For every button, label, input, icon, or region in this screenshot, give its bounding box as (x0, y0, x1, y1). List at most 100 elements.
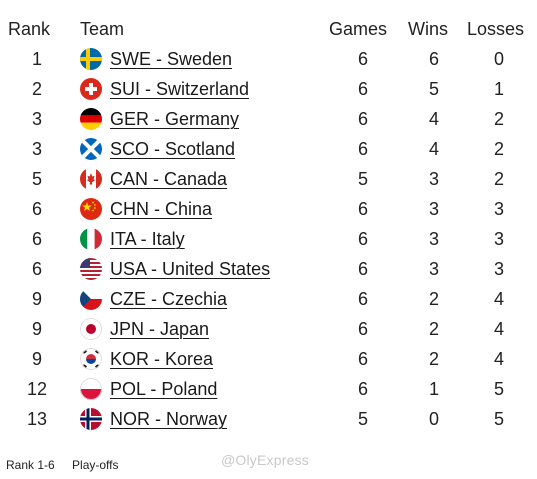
rank-cell: 9 (31, 289, 42, 309)
korea-flag-icon (80, 348, 102, 370)
games-cell: 6 (357, 379, 368, 399)
losses-cell: 4 (493, 349, 504, 369)
table-row: 1 SWE - Sweden 6 6 0 (0, 44, 537, 74)
wins-cell: 2 (428, 319, 439, 339)
rank-cell: 3 (31, 139, 42, 159)
czechia-flag-icon (80, 288, 102, 310)
table-row: 9 CZE - Czechia 6 2 4 (0, 284, 537, 314)
header-wins: Wins (408, 19, 448, 39)
table-row: 6 USA - United States 6 3 3 (0, 254, 537, 284)
table-row: 3 GER - Germany 6 4 2 (0, 104, 537, 134)
team-link[interactable]: CZE - Czechia (110, 289, 228, 309)
team-link[interactable]: NOR - Norway (110, 409, 228, 429)
switzerland-flag-icon (80, 78, 102, 100)
games-cell: 6 (357, 319, 368, 339)
wins-cell: 0 (428, 409, 439, 429)
watermark: @OlyExpress (221, 452, 309, 468)
losses-cell: 3 (493, 229, 504, 249)
losses-cell: 2 (493, 169, 504, 189)
losses-cell: 4 (493, 319, 504, 339)
games-cell: 6 (357, 349, 368, 369)
japan-flag-icon (80, 318, 102, 340)
losses-cell: 0 (493, 49, 504, 69)
wins-cell: 4 (428, 109, 439, 129)
table-row: 3 SCO - Scotland 6 4 2 (0, 134, 537, 164)
games-cell: 6 (357, 139, 368, 159)
header-losses: Losses (467, 19, 525, 39)
team-link[interactable]: CAN - Canada (110, 169, 228, 189)
rank-cell: 6 (31, 199, 42, 219)
rank-cell: 6 (31, 259, 42, 279)
table-row: 13 NOR - Norway 5 0 5 (0, 404, 537, 434)
team-link[interactable]: GER - Germany (110, 109, 240, 129)
china-flag-icon (80, 198, 102, 220)
sweden-flag-icon (80, 48, 102, 70)
wins-cell: 3 (428, 259, 439, 279)
wins-cell: 4 (428, 139, 439, 159)
poland-flag-icon (80, 378, 102, 400)
wins-cell: 3 (428, 199, 439, 219)
table-header: Rank Team Games Wins Losses (0, 14, 537, 44)
losses-cell: 2 (493, 109, 504, 129)
norway-flag-icon (80, 408, 102, 430)
wins-cell: 3 (428, 229, 439, 249)
legend-rank-range: Rank 1-6 (6, 458, 55, 472)
legend-footer: Rank 1-6 Play-offs (6, 458, 133, 472)
rank-cell: 2 (31, 79, 42, 99)
games-cell: 6 (357, 229, 368, 249)
games-cell: 6 (357, 259, 368, 279)
rank-cell: 3 (31, 109, 42, 129)
table-row: 9 JPN - Japan 6 2 4 (0, 314, 537, 344)
header-team: Team (80, 19, 125, 39)
rank-cell: 12 (26, 379, 48, 399)
team-link[interactable]: KOR - Korea (110, 349, 214, 369)
usa-flag-icon (80, 258, 102, 280)
italy-flag-icon (80, 228, 102, 250)
scotland-flag-icon (80, 138, 102, 160)
standings-table: Rank Team Games Wins Losses 1 SWE - Swed… (0, 14, 537, 434)
losses-cell: 4 (493, 289, 504, 309)
rank-cell: 13 (26, 409, 48, 429)
wins-cell: 3 (428, 169, 439, 189)
canada-flag-icon (80, 168, 102, 190)
team-link[interactable]: SWE - Sweden (110, 49, 233, 69)
header-rank: Rank (8, 19, 51, 39)
table-row: 9 KOR - Korea 6 2 4 (0, 344, 537, 374)
team-link[interactable]: SUI - Switzerland (110, 79, 250, 99)
germany-flag-icon (80, 108, 102, 130)
losses-cell: 5 (493, 409, 504, 429)
games-cell: 5 (357, 409, 368, 429)
team-link[interactable]: SCO - Scotland (110, 139, 236, 159)
losses-cell: 1 (493, 79, 504, 99)
games-cell: 6 (357, 289, 368, 309)
games-cell: 6 (357, 199, 368, 219)
rank-cell: 1 (31, 49, 42, 69)
wins-cell: 6 (428, 49, 439, 69)
rank-cell: 9 (31, 349, 42, 369)
games-cell: 6 (357, 79, 368, 99)
games-cell: 5 (357, 169, 368, 189)
table-row: 5 CAN - Canada 5 3 2 (0, 164, 537, 194)
wins-cell: 1 (428, 379, 439, 399)
wins-cell: 5 (428, 79, 439, 99)
games-cell: 6 (357, 49, 368, 69)
team-link[interactable]: POL - Poland (110, 379, 218, 399)
losses-cell: 5 (493, 379, 504, 399)
table-row: 2 SUI - Switzerland 6 5 1 (0, 74, 537, 104)
wins-cell: 2 (428, 349, 439, 369)
losses-cell: 2 (493, 139, 504, 159)
table-row: 6 CHN - China 6 3 3 (0, 194, 537, 224)
table-row: 12 POL - Poland 6 1 5 (0, 374, 537, 404)
header-games: Games (329, 19, 388, 39)
rank-cell: 9 (31, 319, 42, 339)
team-link[interactable]: JPN - Japan (110, 319, 210, 339)
losses-cell: 3 (493, 199, 504, 219)
losses-cell: 3 (493, 259, 504, 279)
legend-playoffs-label: Play-offs (72, 458, 119, 472)
team-link[interactable]: USA - United States (110, 259, 271, 279)
table-row: 6 ITA - Italy 6 3 3 (0, 224, 537, 254)
wins-cell: 2 (428, 289, 439, 309)
games-cell: 6 (357, 109, 368, 129)
team-link[interactable]: CHN - China (110, 199, 213, 219)
team-link[interactable]: ITA - Italy (110, 229, 185, 249)
